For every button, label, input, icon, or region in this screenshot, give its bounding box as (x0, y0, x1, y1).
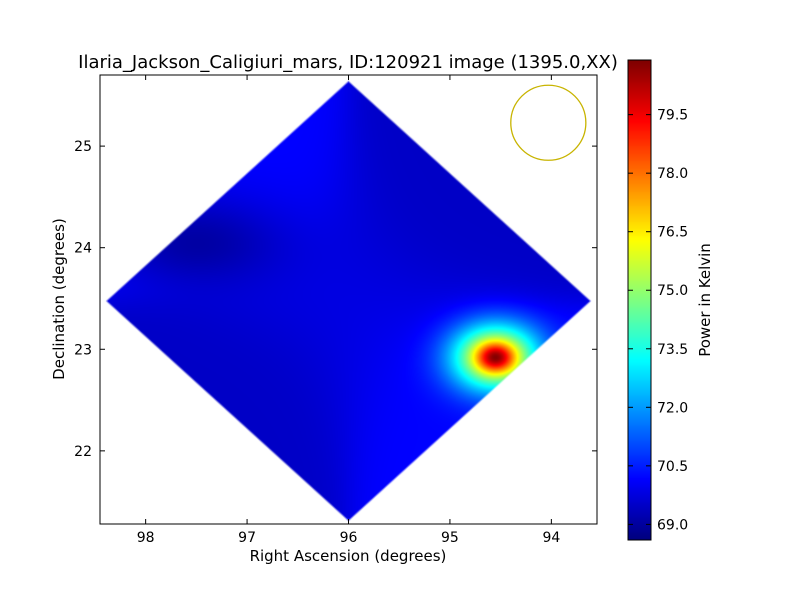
y-tick-label: 23 (74, 342, 92, 358)
colorbar-frame (627, 59, 652, 541)
x-tick-label: 97 (238, 530, 256, 546)
x-tick-label: 94 (542, 530, 560, 546)
colorbar-tick-label: 78.0 (657, 166, 688, 182)
x-tick-label: 95 (441, 530, 459, 546)
colorbar-tick-label: 76.5 (657, 225, 688, 241)
heatmap-image (100, 75, 597, 524)
x-tick-label: 98 (137, 530, 155, 546)
x-axis: 98 97 96 95 94 (137, 75, 560, 546)
colorbar-tick-label: 72.0 (657, 400, 688, 416)
y-axis: 22 23 24 25 (74, 139, 597, 460)
plot-area: 98 97 96 95 94 22 23 24 25 (74, 74, 598, 546)
colorbar-tick-label: 69.0 (657, 517, 688, 533)
beam-circle (510, 84, 587, 161)
y-tick-label: 22 (74, 444, 92, 460)
colorbar-tick-label: 79.5 (657, 108, 688, 124)
y-tick-label: 25 (74, 139, 92, 155)
colorbar-ticks: 69.0 70.5 72.0 73.5 75.0 76.5 78.0 79.5 (628, 108, 688, 533)
y-tick-label: 24 (74, 241, 92, 257)
colorbar-tick-label: 75.0 (657, 283, 688, 299)
x-axis-label: Right Ascension (degrees) (250, 547, 447, 565)
colorbar-tick-label: 73.5 (657, 342, 688, 358)
colorbar: 69.0 70.5 72.0 73.5 75.0 76.5 78.0 79.5 Power i… (627, 59, 714, 541)
colorbar-label: Power in Kelvin (696, 243, 714, 357)
chart-title: Ilaria_Jackson_Caligiuri_mars, ID:120921… (78, 52, 618, 73)
colorbar-tick-label: 70.5 (657, 459, 688, 475)
x-tick-label: 96 (340, 530, 358, 546)
colorbar-gradient (628, 60, 651, 540)
y-axis-label: Declination (degrees) (50, 218, 68, 380)
